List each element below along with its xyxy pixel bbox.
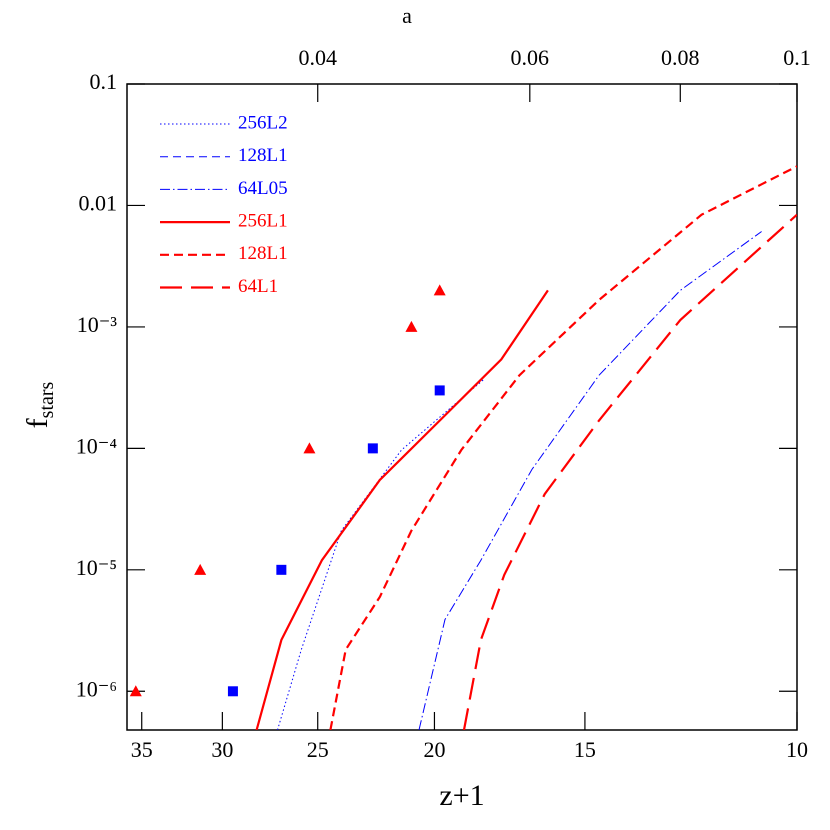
top-tick-label: 0.08: [661, 45, 700, 70]
data-point: [129, 685, 142, 697]
series-line: [329, 165, 797, 730]
x-axis-title: z+1: [439, 779, 484, 812]
top-tick-label: 0.06: [511, 45, 550, 70]
y-tick-label: 10⁻³: [77, 312, 118, 337]
data-point: [194, 563, 207, 575]
legend-label: 128L1: [238, 145, 288, 166]
x-tick-label: 30: [211, 737, 233, 762]
legend-label: 128L1: [238, 243, 288, 264]
legend-label: 64L05: [238, 178, 288, 199]
top-tick-label: 0.04: [298, 45, 337, 70]
y-axis-title: fstars: [21, 381, 58, 428]
x-tick-label: 10: [786, 737, 808, 762]
data-point: [227, 686, 238, 697]
top-tick-label: 0.1: [783, 45, 811, 70]
y-tick-label: 10⁻⁵: [76, 555, 117, 580]
series-line: [418, 231, 762, 730]
x-tick-label: 25: [307, 737, 329, 762]
legend-label: 256L1: [238, 210, 288, 231]
data-point: [303, 442, 316, 454]
y-title-sub: stars: [36, 381, 58, 418]
y-tick-label: 10⁻⁶: [76, 676, 117, 701]
series-line: [462, 213, 797, 730]
data-point: [367, 443, 378, 454]
y-tick-label: 10⁻⁴: [76, 433, 118, 458]
data-point: [405, 320, 418, 332]
plot-frame: [126, 83, 798, 731]
plot-area: [255, 165, 797, 730]
series-line: [277, 379, 485, 730]
y-tick-label: 0.1: [90, 69, 118, 94]
x-tick-label: 20: [423, 737, 445, 762]
y-tick-label: 0.01: [79, 191, 118, 216]
top-axis-title: a: [402, 3, 412, 28]
data-point: [276, 564, 287, 575]
data-point: [433, 284, 446, 296]
x-tick-label: 35: [131, 737, 153, 762]
legend-label: 64L1: [238, 276, 278, 297]
x-tick-label: 15: [574, 737, 596, 762]
series-line: [255, 289, 549, 730]
legend-label: 256L2: [238, 112, 288, 133]
y-title-main: f: [21, 418, 54, 428]
data-point: [434, 385, 445, 396]
